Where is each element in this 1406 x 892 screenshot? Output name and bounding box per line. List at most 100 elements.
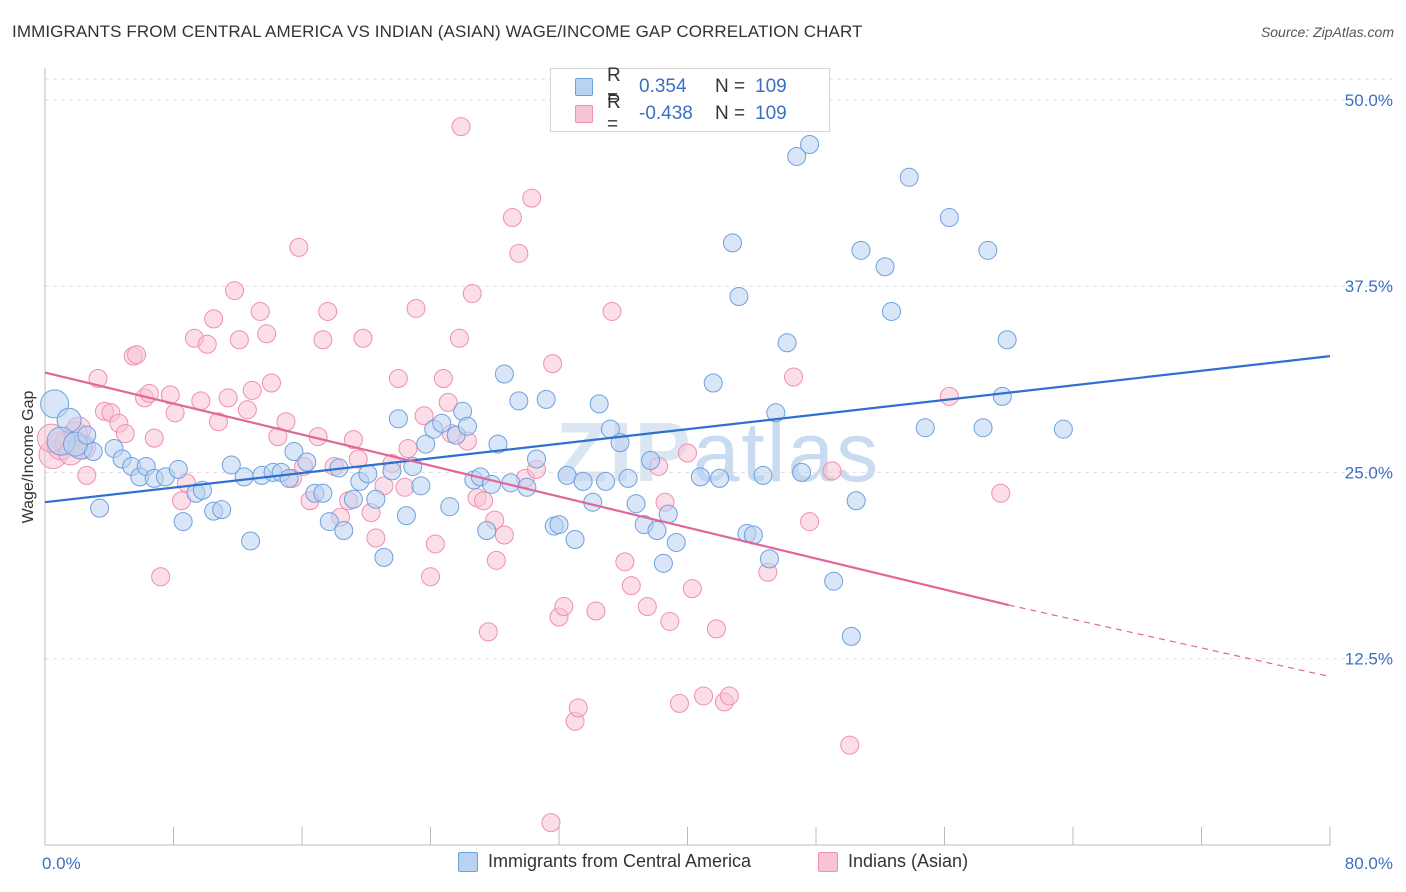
y-tick-label: 37.5% xyxy=(1345,277,1393,296)
point-indian xyxy=(586,601,606,621)
point-indian xyxy=(800,512,820,532)
legend-r-label: R = xyxy=(607,65,621,108)
point-central-america xyxy=(997,330,1017,350)
point-indian xyxy=(669,693,689,713)
bottom-legend-label-series2: Indians (Asian) xyxy=(848,851,969,871)
point-central-america xyxy=(488,434,508,454)
point-central-america xyxy=(509,391,529,411)
point-central-america xyxy=(477,521,497,541)
point-indian xyxy=(494,525,514,545)
point-indian xyxy=(353,328,373,348)
legend-n-label: N = xyxy=(715,76,746,97)
chart-title: IMMIGRANTS FROM CENTRAL AMERICA VS INDIA… xyxy=(12,22,863,41)
point-central-america xyxy=(666,532,686,552)
point-indian xyxy=(425,534,445,554)
point-central-america xyxy=(824,571,844,591)
legend-r-value: 0.354 xyxy=(639,76,687,97)
point-central-america xyxy=(313,483,333,503)
point-indian xyxy=(197,334,217,354)
legend-r-label: R = xyxy=(607,92,621,135)
bottom-legend-swatch-series1 xyxy=(458,851,478,872)
point-indian xyxy=(225,281,245,301)
trend-line-indian xyxy=(44,371,1010,607)
point-central-america xyxy=(90,498,110,518)
y-tick-label: 25.0% xyxy=(1345,463,1393,482)
point-indian xyxy=(421,567,440,587)
point-indian xyxy=(694,686,714,706)
point-central-america xyxy=(234,467,254,487)
legend-swatch-series2 xyxy=(575,105,593,123)
point-indian xyxy=(366,528,386,548)
point-indian xyxy=(451,117,471,137)
point-central-america xyxy=(641,450,661,470)
point-indian xyxy=(568,698,588,718)
point-central-america xyxy=(358,464,378,484)
legend-n-label: N = xyxy=(715,103,746,124)
point-indian xyxy=(474,491,494,511)
point-indian xyxy=(554,597,574,617)
bottom-legend-label-series1: Immigrants from Central America xyxy=(488,851,752,871)
trend-line-indian-extension xyxy=(1008,604,1331,678)
point-central-america xyxy=(626,494,646,514)
point-indian xyxy=(229,330,249,350)
point-central-america xyxy=(1053,419,1073,439)
point-central-america xyxy=(366,489,386,509)
point-central-america xyxy=(334,521,354,541)
point-central-america xyxy=(841,626,861,646)
point-indian xyxy=(414,406,434,426)
point-central-america xyxy=(440,497,460,517)
point-central-america xyxy=(374,547,394,567)
point-central-america xyxy=(722,233,742,253)
point-central-america xyxy=(792,462,812,482)
x-tick-label-min: 0.0% xyxy=(42,854,81,873)
point-central-america xyxy=(527,449,547,469)
point-indian xyxy=(88,369,108,389)
point-central-america xyxy=(899,167,919,187)
point-central-america xyxy=(851,240,871,260)
point-indian xyxy=(406,298,426,318)
bottom-legend-swatch-series2 xyxy=(818,851,838,872)
point-indian xyxy=(144,428,164,448)
point-indian xyxy=(77,465,97,485)
point-indian xyxy=(318,301,338,321)
point-central-america xyxy=(168,459,188,479)
legend-n-value: 109 xyxy=(755,76,787,97)
point-indian xyxy=(191,391,211,411)
trend-line-central-america xyxy=(44,355,1331,504)
legend-row-series1: R = 0.354 N = 109 xyxy=(575,65,787,108)
point-central-america xyxy=(777,333,797,353)
point-indian xyxy=(462,284,482,304)
source-label: Source: ZipAtlas.com xyxy=(1260,24,1394,40)
point-indian xyxy=(289,237,309,257)
point-indian xyxy=(602,301,622,321)
y-tick-label: 50.0% xyxy=(1345,91,1393,110)
point-indian xyxy=(502,208,522,228)
point-central-america xyxy=(382,461,402,481)
point-indian xyxy=(449,328,469,348)
stats-legend: R = 0.354 N = 109 R = -0.438 N = 109 xyxy=(550,65,830,135)
point-indian xyxy=(486,550,506,570)
y-axis-label: Wage/Income Gap xyxy=(20,391,37,524)
point-indian xyxy=(615,552,635,572)
point-central-america xyxy=(690,467,710,487)
point-indian xyxy=(543,354,563,374)
point-central-america xyxy=(416,434,436,454)
point-central-america xyxy=(653,553,673,573)
point-indian xyxy=(522,188,542,208)
point-central-america xyxy=(787,146,807,166)
point-central-america xyxy=(992,386,1012,406)
point-indian xyxy=(621,576,641,596)
point-indian xyxy=(151,567,171,587)
point-indian xyxy=(208,412,228,432)
point-central-america xyxy=(729,287,749,307)
point-central-america xyxy=(494,364,514,384)
point-indian xyxy=(660,611,680,631)
point-central-america xyxy=(710,468,730,488)
point-central-america xyxy=(846,491,866,511)
point-indian xyxy=(433,369,453,389)
point-central-america xyxy=(411,476,431,496)
point-indian xyxy=(313,330,333,350)
bottom-legend-series2: Indians (Asian) xyxy=(818,851,968,872)
point-central-america xyxy=(396,506,416,526)
